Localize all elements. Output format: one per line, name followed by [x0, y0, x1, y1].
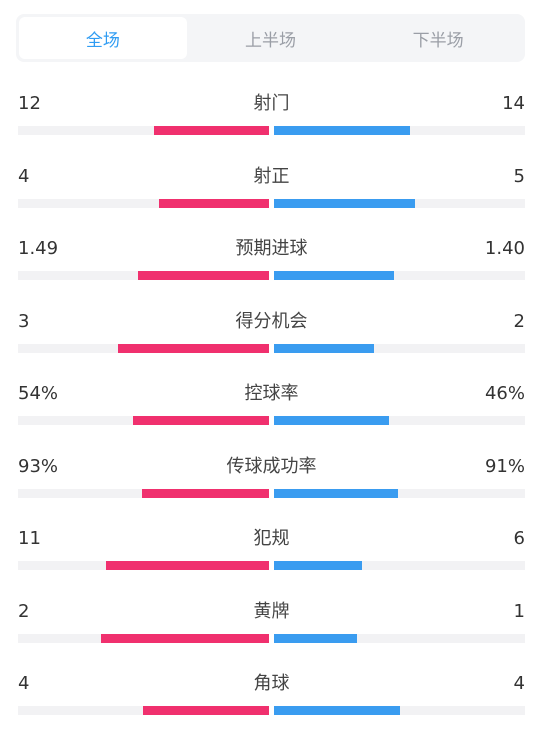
stat-row-possession: 54% 控球率 46%	[18, 382, 525, 434]
stat-row-big-chances: 3 得分机会 2	[18, 310, 525, 362]
stat-label: 黄牌	[253, 600, 290, 622]
stat-label: 射门	[253, 93, 290, 114]
home-bar	[154, 126, 269, 135]
away-bar	[274, 343, 374, 353]
home-bar	[159, 198, 269, 208]
stat-label: 犯规	[253, 528, 290, 549]
period-tabs: 全场 上半场 下半场	[16, 14, 525, 62]
away-value: 2	[513, 310, 525, 332]
away-bar	[274, 271, 394, 280]
away-bar-track	[274, 561, 525, 570]
away-bar	[274, 198, 415, 208]
away-bar-track	[274, 126, 525, 135]
tab-full-match[interactable]: 全场	[19, 17, 187, 59]
away-bar-track	[274, 633, 525, 643]
stat-row-pass-accuracy: 93% 传球成功率 91%	[18, 455, 525, 507]
home-value: 1.49	[18, 238, 59, 259]
home-bar	[133, 416, 269, 425]
home-bar	[106, 561, 269, 570]
home-bar-track	[18, 633, 269, 643]
away-bar	[274, 633, 357, 643]
home-bar-track	[18, 343, 269, 353]
home-value: 4	[18, 165, 30, 187]
home-value: 93%	[18, 455, 59, 477]
home-bar	[138, 271, 269, 280]
home-bar-track	[18, 416, 269, 425]
stat-label: 控球率	[244, 383, 299, 404]
home-value: 11	[18, 528, 41, 549]
away-bar	[274, 126, 410, 135]
home-value: 3	[18, 310, 30, 332]
tab-second-half[interactable]: 下半场	[412, 30, 464, 51]
stat-row-expected-goals: 1.49 预期进球 1.40	[18, 237, 525, 289]
away-bar-track	[274, 706, 525, 715]
home-value: 54%	[18, 383, 59, 404]
stat-label: 预期进球	[235, 238, 308, 259]
away-bar	[274, 706, 400, 715]
away-bar	[274, 416, 389, 425]
away-bar-track	[274, 343, 525, 353]
away-bar-track	[274, 416, 525, 425]
stat-row-shots-on-target: 4 射正 5	[18, 165, 525, 217]
home-bar	[142, 488, 269, 498]
away-value: 6	[513, 528, 525, 549]
home-bar-track	[18, 706, 269, 715]
away-value: 14	[502, 93, 525, 114]
away-value: 46%	[484, 383, 525, 404]
away-bar-track	[274, 271, 525, 280]
stat-label: 传球成功率	[226, 455, 317, 477]
home-bar	[143, 706, 269, 715]
home-bar-track	[18, 198, 269, 208]
home-value: 4	[18, 673, 30, 694]
tab-first-half[interactable]: 上半场	[245, 30, 296, 51]
stat-row-fouls: 11 犯规 6	[18, 527, 525, 579]
stat-row-shots: 12 射门 14	[18, 92, 525, 144]
stat-row-yellow-cards: 2 黄牌 1	[18, 600, 525, 652]
home-bar	[118, 343, 269, 353]
away-bar	[274, 561, 362, 570]
home-bar-track	[18, 561, 269, 570]
stat-row-corners: 4 角球 4	[18, 672, 525, 724]
home-value: 2	[18, 600, 30, 622]
home-bar-track	[18, 271, 269, 280]
home-bar-track	[18, 126, 269, 135]
away-value: 91%	[484, 455, 525, 477]
stat-label: 得分机会	[235, 310, 308, 332]
away-bar-track	[274, 488, 525, 498]
away-value: 1	[513, 600, 525, 622]
away-bar	[274, 488, 398, 498]
away-value: 5	[513, 165, 525, 187]
stat-label: 角球	[253, 673, 290, 694]
away-value: 4	[513, 673, 525, 694]
home-value: 12	[18, 93, 41, 114]
home-bar	[101, 633, 269, 643]
home-bar-track	[18, 488, 269, 498]
stat-label: 射正	[253, 165, 290, 187]
away-value: 1.40	[484, 238, 525, 259]
away-bar-track	[274, 198, 525, 208]
